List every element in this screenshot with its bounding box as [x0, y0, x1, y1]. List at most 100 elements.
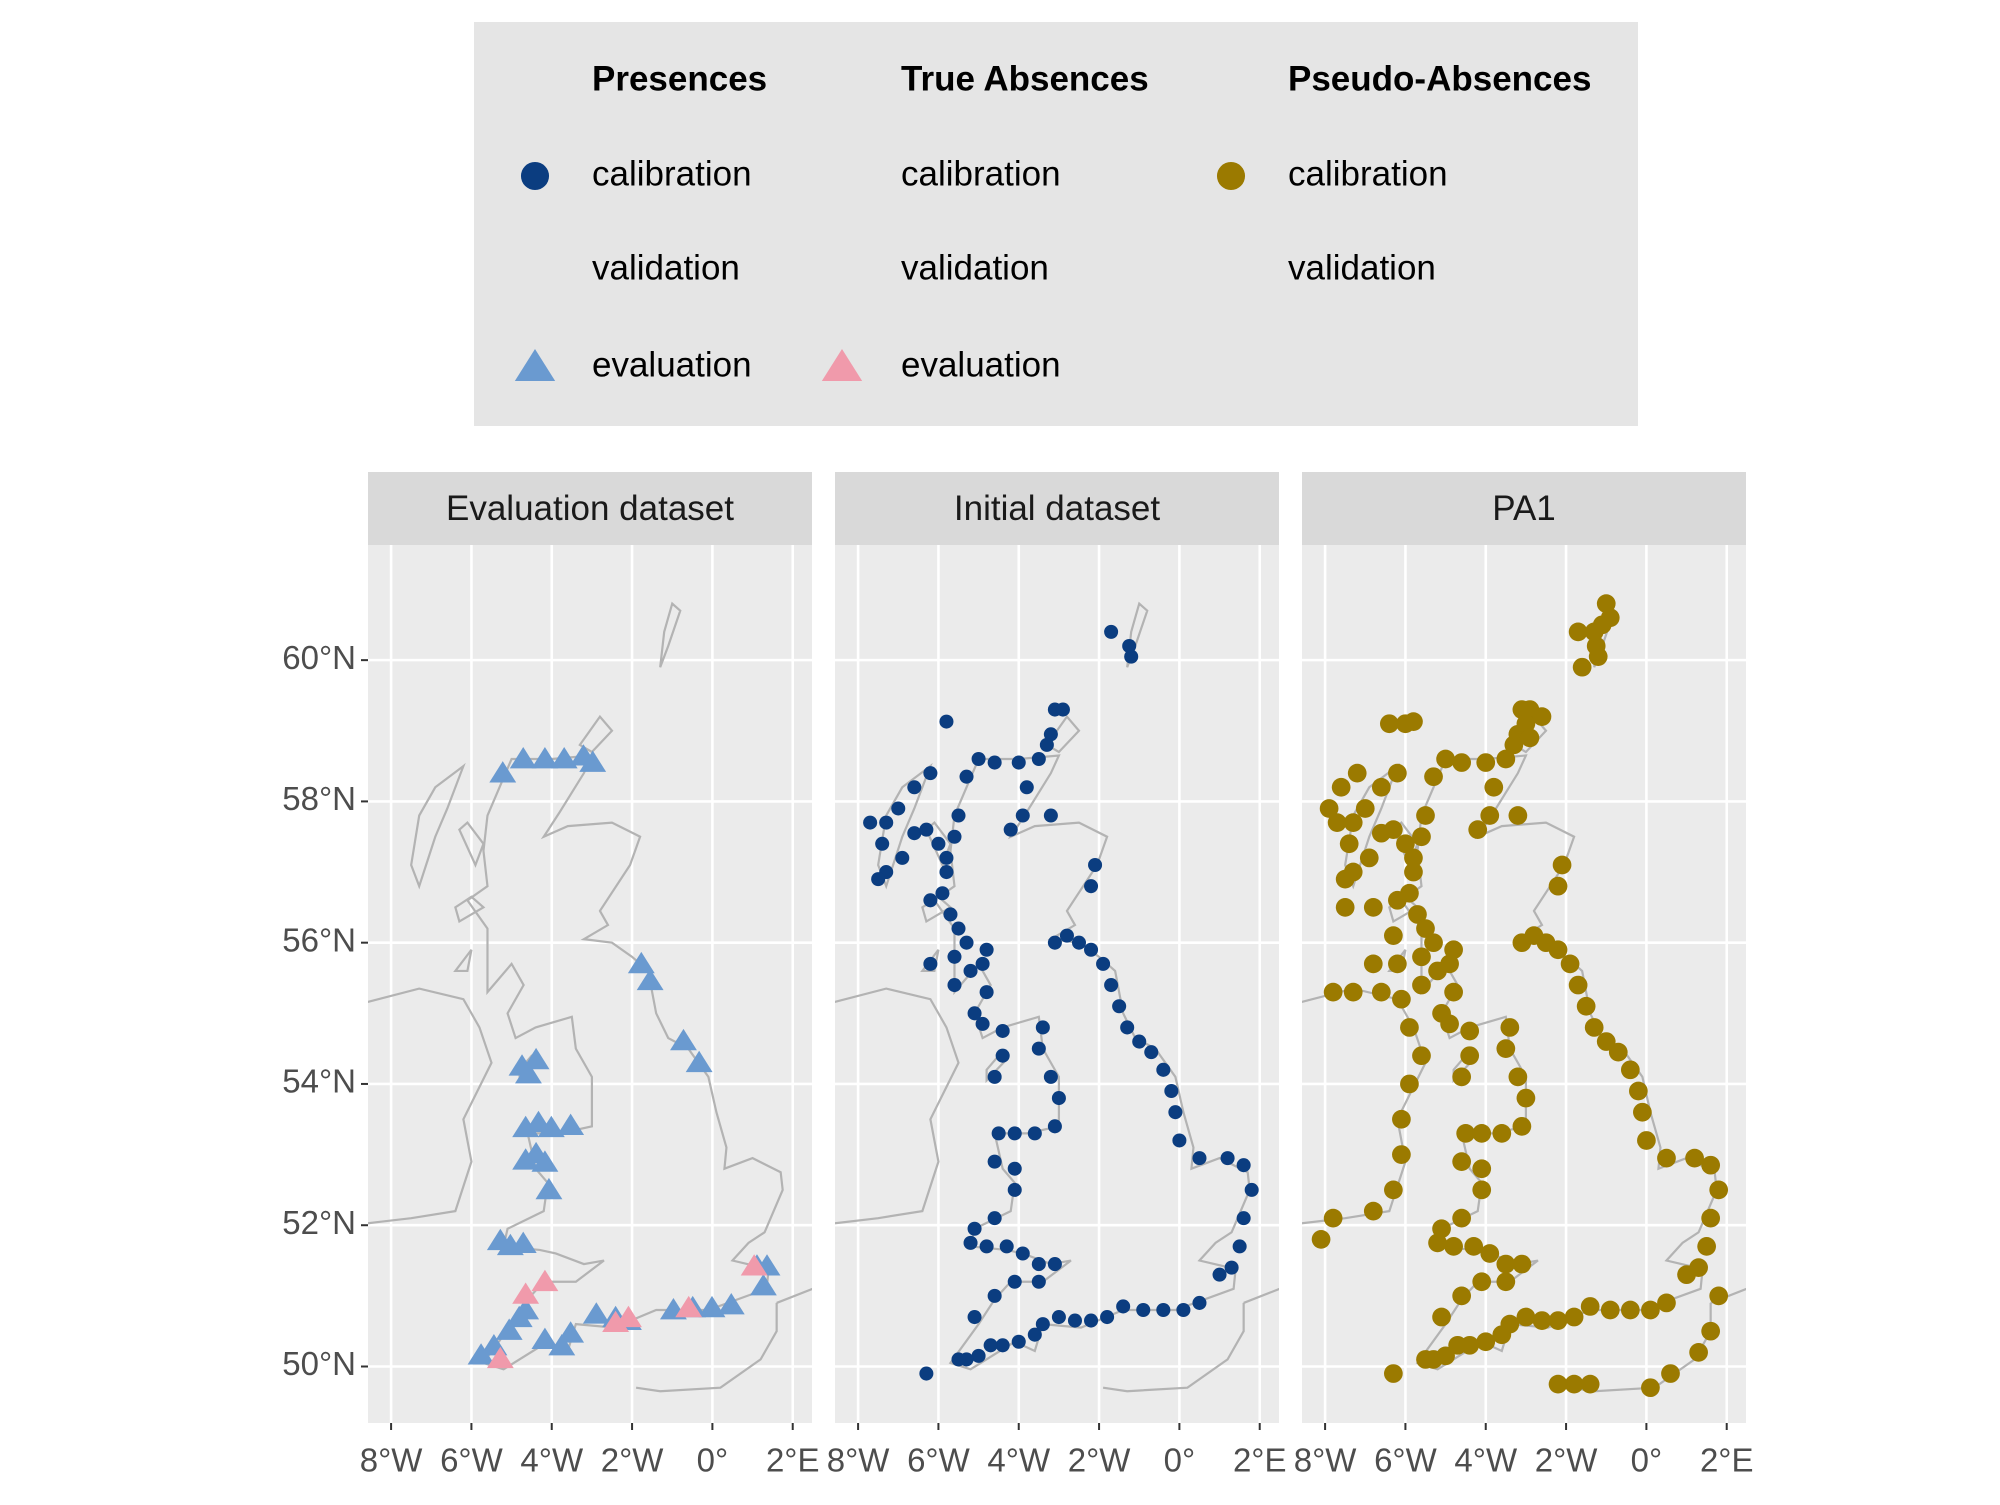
- data-point: [535, 1177, 563, 1200]
- data-point: [951, 921, 966, 936]
- data-point: [1156, 1062, 1171, 1077]
- data-point: [1564, 1307, 1584, 1327]
- data-point: [1641, 1378, 1660, 1398]
- x-tick-label: 8°W: [360, 1442, 424, 1479]
- data-point: [1548, 1311, 1568, 1330]
- data-point: [995, 1023, 1010, 1038]
- data-point: [895, 850, 910, 865]
- data-point: [1335, 898, 1355, 917]
- data-point: [931, 836, 946, 851]
- data-point: [1051, 1091, 1066, 1106]
- data-point: [1568, 622, 1588, 642]
- data-point: [1472, 1272, 1492, 1292]
- data-point: [1608, 1042, 1628, 1062]
- data-point: [947, 978, 962, 993]
- data-point: [939, 850, 954, 865]
- data-point: [1496, 1272, 1516, 1292]
- data-point: [1500, 1018, 1520, 1037]
- data-point: [1661, 1364, 1680, 1383]
- plot-background: [1302, 545, 1746, 1423]
- data-point: [939, 865, 954, 880]
- data-point: [512, 1297, 540, 1320]
- data-point: [489, 761, 517, 783]
- data-point: [907, 780, 922, 795]
- data-point: [1685, 1148, 1704, 1168]
- data-point: [1440, 954, 1459, 974]
- data-point: [1011, 1334, 1026, 1349]
- data-point: [1007, 1274, 1022, 1289]
- data-point: [1452, 1286, 1472, 1306]
- data-point: [1576, 996, 1596, 1016]
- data-point: [1572, 657, 1592, 677]
- x-tick-label: 2°W: [1535, 1442, 1599, 1479]
- strip-title: Evaluation dataset: [446, 489, 734, 528]
- y-tick-label: 60°N: [282, 639, 356, 676]
- x-tick-label: 0°: [697, 1442, 729, 1479]
- data-point: [548, 1334, 576, 1356]
- data-point: [947, 829, 962, 844]
- data-point: [1400, 1074, 1419, 1094]
- plot-background: [835, 545, 1279, 1423]
- data-point: [1007, 1161, 1022, 1176]
- data-point: [1396, 834, 1415, 854]
- x-tick-label: 4°W: [987, 1442, 1051, 1479]
- data-point: [1384, 820, 1403, 840]
- panel: Evaluation dataset 8°W 6°W 4°W 2°W 0° 2°E 50°N 5…: [282, 472, 820, 1479]
- data-point: [1412, 827, 1431, 847]
- data-point: [1311, 1229, 1331, 1249]
- data-point: [1548, 1374, 1568, 1394]
- data-point: [522, 1047, 550, 1070]
- data-point: [1584, 1018, 1604, 1037]
- data-point: [1055, 702, 1070, 717]
- y-tick-label: 56°N: [282, 921, 356, 958]
- data-point: [1480, 1244, 1500, 1263]
- data-point: [495, 1318, 523, 1340]
- legend-title: True Absences: [901, 59, 1149, 98]
- data-point: [1472, 1124, 1492, 1143]
- data-point: [1548, 876, 1568, 896]
- data-point: [1701, 1155, 1721, 1175]
- data-point: [987, 1154, 1002, 1169]
- data-point: [987, 1069, 1002, 1084]
- legend-title: Pseudo-Absences: [1288, 59, 1591, 98]
- data-point: [1363, 1201, 1383, 1221]
- data-point: [1709, 1286, 1729, 1306]
- data-point: [1596, 594, 1616, 613]
- data-point: [1404, 862, 1423, 882]
- data-point: [1600, 1300, 1620, 1320]
- data-point: [675, 1295, 703, 1318]
- strip: [368, 472, 812, 545]
- legend-label: validation: [592, 248, 740, 287]
- data-point: [923, 766, 938, 781]
- data-point: [1460, 1021, 1480, 1041]
- data-point: [1164, 1083, 1179, 1099]
- data-point: [1432, 1307, 1451, 1327]
- data-point: [1564, 1374, 1584, 1394]
- data-point: [1452, 1208, 1472, 1228]
- data-point: [987, 1288, 1002, 1303]
- data-point: [1007, 1182, 1022, 1197]
- x-tick-label: 2°W: [1068, 1442, 1132, 1479]
- data-point: [1532, 707, 1552, 727]
- data-point: [1629, 1081, 1648, 1101]
- data-point: [1043, 1069, 1058, 1084]
- data-point: [1059, 928, 1074, 943]
- data-point: [1011, 755, 1026, 770]
- data-point: [636, 968, 664, 991]
- data-point: [1596, 1032, 1616, 1051]
- data-point: [1327, 813, 1347, 832]
- x-tick-label: 2°E: [1700, 1442, 1754, 1479]
- y-tick-label: 58°N: [282, 780, 356, 817]
- data-point: [1084, 879, 1099, 894]
- data-point: [1504, 735, 1524, 755]
- data-point: [1516, 714, 1536, 734]
- legend-box: [474, 22, 1638, 426]
- data-point: [627, 951, 655, 974]
- data-point: [1355, 799, 1375, 818]
- legend-label: evaluation: [592, 345, 752, 384]
- data-point: [963, 963, 978, 978]
- data-point: [963, 1235, 978, 1250]
- data-point: [935, 886, 950, 901]
- data-point: [1331, 777, 1351, 797]
- data-point: [1071, 935, 1087, 950]
